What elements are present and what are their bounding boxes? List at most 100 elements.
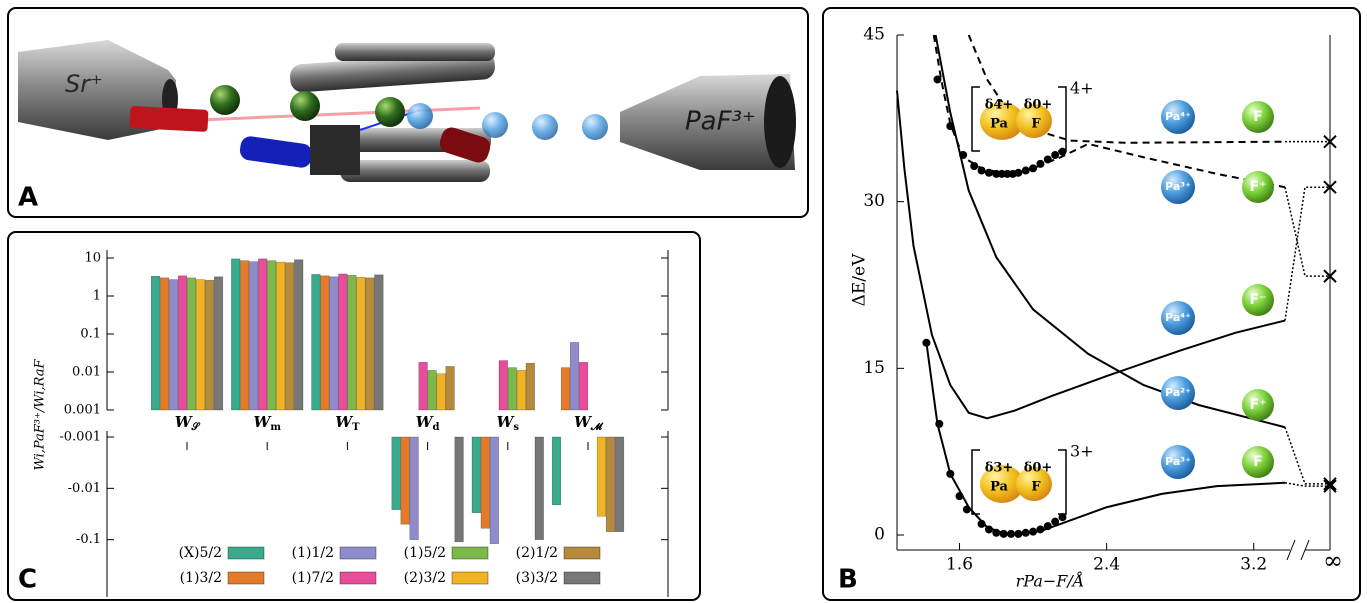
apparatus-render xyxy=(18,40,796,182)
limit-connector xyxy=(1284,187,1330,277)
y-tick-label: 0 xyxy=(874,525,885,545)
y-tick-label: 0.01 xyxy=(72,365,101,380)
data-point xyxy=(1021,528,1030,537)
legend-swatch xyxy=(227,571,265,585)
panel-frame xyxy=(7,231,701,601)
data-point xyxy=(1003,169,1012,178)
curve xyxy=(934,34,1286,429)
y-tick-label: 1 xyxy=(93,289,101,304)
legend-swatch xyxy=(339,546,377,560)
y-tick-label: 0.001 xyxy=(64,403,101,418)
bar xyxy=(213,276,224,411)
x-tick-label: ∞ xyxy=(1323,547,1343,575)
y-axis-label: ΔE/eV xyxy=(850,253,870,306)
atom-label: F xyxy=(1031,117,1041,132)
limit-marker xyxy=(1323,269,1337,283)
data-point xyxy=(1021,166,1030,175)
y-axis-label: Wi,PaF³⁺/Wi,RaF xyxy=(33,358,48,470)
bar xyxy=(400,436,410,525)
y-tick-label: -0.001 xyxy=(59,430,101,445)
bar xyxy=(356,277,366,411)
bar xyxy=(596,436,607,517)
ion-sphere xyxy=(1161,100,1195,134)
ion-sphere xyxy=(1161,376,1195,410)
data-point xyxy=(977,519,986,528)
legend-swatch xyxy=(227,546,265,560)
data-point xyxy=(922,338,931,347)
ion-sphere xyxy=(1242,389,1274,421)
bar xyxy=(186,277,197,411)
ion-label: Pa⁴⁺ xyxy=(1165,311,1191,324)
target-label: PaF³⁺ xyxy=(685,107,756,137)
x-tick-label: Ws xyxy=(497,413,520,433)
data-point xyxy=(1036,159,1045,168)
ion-sphere xyxy=(1242,101,1274,133)
curve xyxy=(896,90,1286,420)
bracket xyxy=(971,86,1067,152)
data-point xyxy=(997,169,1006,178)
ion-sphere xyxy=(1242,446,1274,478)
x-tick-label: Wm xyxy=(253,413,281,433)
bar xyxy=(374,274,384,411)
data-point xyxy=(946,122,955,131)
y-tick-label: -0.01 xyxy=(68,481,101,496)
y-tick-label: 15 xyxy=(863,358,885,378)
legend-swatch xyxy=(339,571,377,585)
limit-marker xyxy=(1323,479,1337,493)
panel-label: B xyxy=(838,565,858,595)
data-point xyxy=(970,162,979,171)
bar xyxy=(516,370,526,411)
data-point xyxy=(1036,525,1045,534)
bar xyxy=(249,261,259,411)
y-tick-label: -0.1 xyxy=(76,532,101,547)
bar xyxy=(159,277,170,411)
legend-label: (3)3/2 xyxy=(516,570,558,586)
ion-label: F xyxy=(1253,109,1263,125)
limit-connector xyxy=(1284,482,1330,487)
axis-break xyxy=(1300,539,1310,561)
data-point xyxy=(935,419,944,428)
legend-label: (1)7/2 xyxy=(292,570,334,586)
bar xyxy=(204,279,215,411)
data-point xyxy=(984,525,993,534)
bar xyxy=(294,259,304,411)
x-tick-label: W𝒮 xyxy=(175,413,201,433)
curve xyxy=(925,342,1286,535)
data-point xyxy=(1051,151,1060,159)
y-tick-label: 0.1 xyxy=(80,327,101,342)
bar xyxy=(240,260,250,411)
x-tick-label: 3.2 xyxy=(1240,555,1267,575)
data-point xyxy=(1014,168,1023,177)
bar xyxy=(168,279,179,411)
ion-sphere xyxy=(1161,301,1195,335)
molecule-charge: 4+ xyxy=(1070,79,1094,98)
bar xyxy=(177,275,188,411)
bar xyxy=(285,262,295,411)
bar xyxy=(427,370,437,411)
bar xyxy=(454,436,464,543)
legend-swatch xyxy=(563,546,601,560)
ion-label: F xyxy=(1253,454,1263,470)
bar xyxy=(445,366,455,411)
ion-sphere xyxy=(1161,445,1195,479)
bar xyxy=(329,276,339,411)
axis-break xyxy=(1286,539,1296,561)
bar xyxy=(276,261,286,411)
ion-label: Pa³⁺ xyxy=(1165,180,1191,193)
data-point xyxy=(1043,155,1052,164)
bar xyxy=(195,279,206,411)
legend-swatch xyxy=(451,571,489,585)
bar xyxy=(480,436,490,529)
bar xyxy=(365,277,375,411)
data-point xyxy=(1029,527,1038,536)
data-point xyxy=(933,75,942,84)
bar xyxy=(551,436,562,506)
ion-label: Pa⁴⁺ xyxy=(1165,110,1191,123)
panel-frame xyxy=(822,7,1361,601)
data-point xyxy=(959,151,968,159)
bar xyxy=(320,275,330,411)
data-point xyxy=(984,168,993,177)
data-point xyxy=(946,469,955,478)
source-label: Sr⁺ xyxy=(65,70,103,98)
data-point xyxy=(1043,522,1052,531)
